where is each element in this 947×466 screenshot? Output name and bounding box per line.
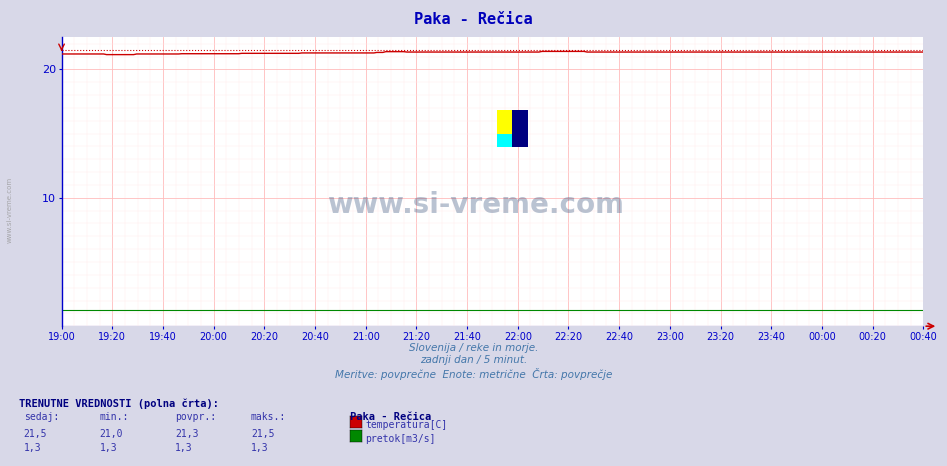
Text: www.si-vreme.com: www.si-vreme.com [7, 177, 12, 243]
Text: 1,3: 1,3 [24, 443, 42, 452]
Text: 21,0: 21,0 [99, 429, 123, 439]
Text: zadnji dan / 5 minut.: zadnji dan / 5 minut. [420, 355, 527, 365]
Text: 21,3: 21,3 [175, 429, 199, 439]
Text: min.:: min.: [99, 412, 129, 422]
Text: 1,3: 1,3 [175, 443, 193, 452]
Text: TRENUTNE VREDNOSTI (polna črta):: TRENUTNE VREDNOSTI (polna črta): [19, 398, 219, 409]
Text: temperatura[C]: temperatura[C] [366, 420, 448, 430]
Text: sedaj:: sedaj: [24, 412, 59, 422]
Text: Slovenija / reke in morje.: Slovenija / reke in morje. [409, 343, 538, 352]
Text: 1,3: 1,3 [99, 443, 117, 452]
Text: Paka - Rečica: Paka - Rečica [350, 412, 432, 422]
Text: maks.:: maks.: [251, 412, 286, 422]
Text: povpr.:: povpr.: [175, 412, 216, 422]
Text: pretok[m3/s]: pretok[m3/s] [366, 434, 436, 444]
Text: www.si-vreme.com: www.si-vreme.com [327, 191, 624, 219]
Text: 1,3: 1,3 [251, 443, 269, 452]
Text: Meritve: povprečne  Enote: metrične  Črta: povprečje: Meritve: povprečne Enote: metrične Črta:… [335, 368, 612, 380]
Text: 21,5: 21,5 [24, 429, 47, 439]
Text: 21,5: 21,5 [251, 429, 275, 439]
Text: Paka - Rečica: Paka - Rečica [414, 12, 533, 27]
